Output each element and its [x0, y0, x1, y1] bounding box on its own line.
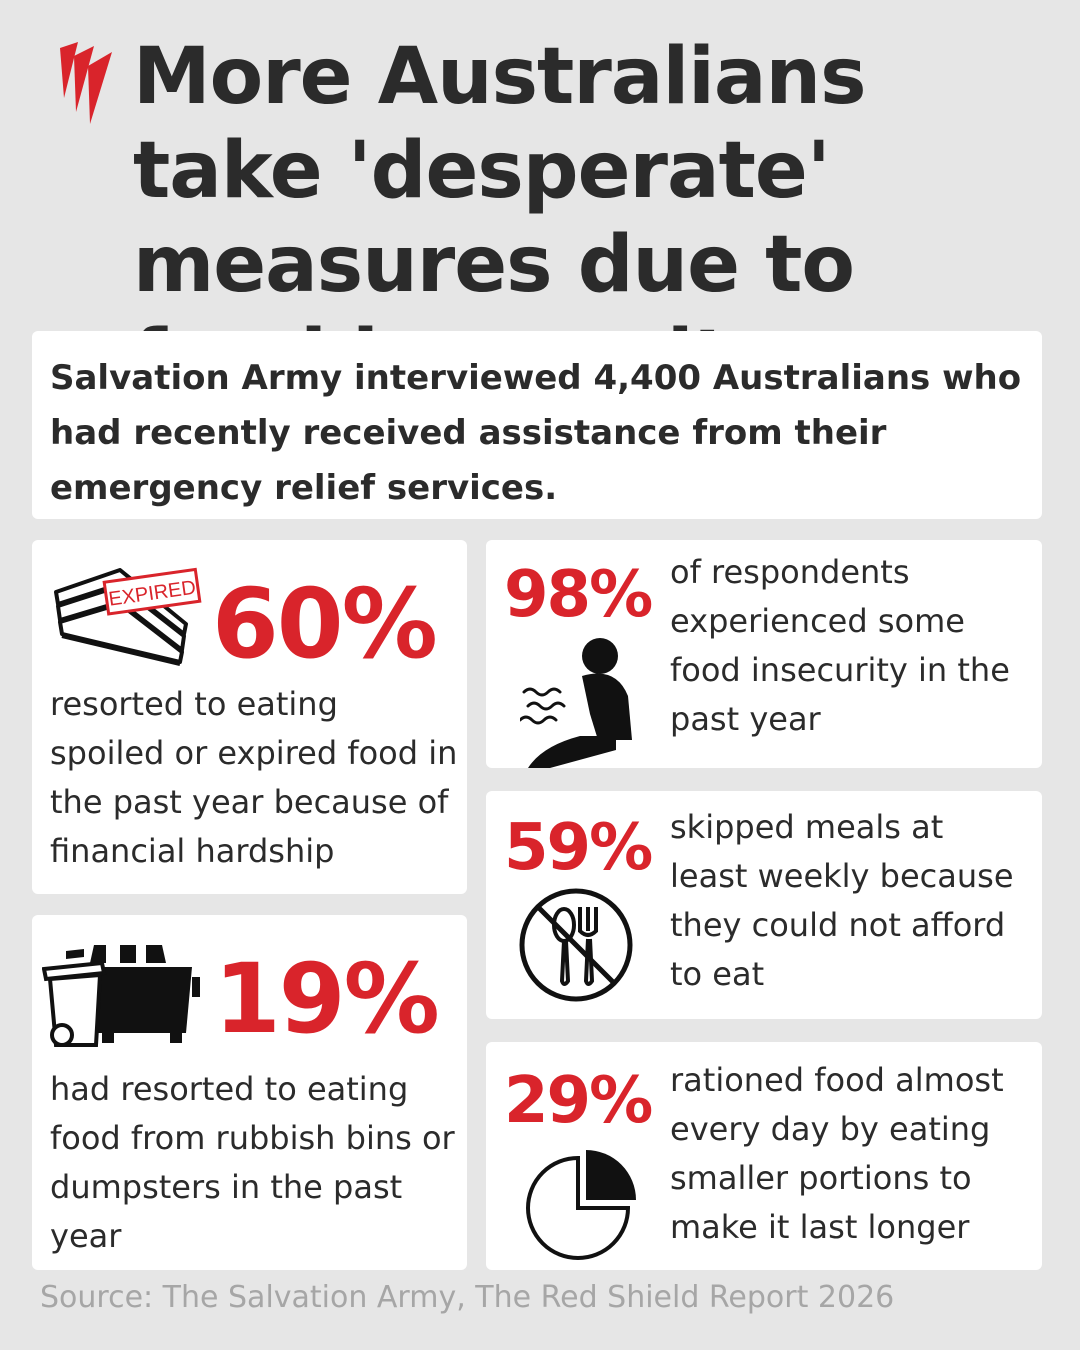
stat-card-rationed: 29% rationed food almost every day by ea…	[486, 1042, 1042, 1270]
no-cutlery-icon	[519, 888, 633, 1002]
stat-card-expired-food: EXPIRED 60% resorted to eating spoiled o…	[32, 540, 467, 894]
stat-card-skipped: 59% skipped meals at least weekly becaus…	[486, 791, 1042, 1019]
stat-desc-insecurity: of respondents experienced some food ins…	[670, 553, 1010, 738]
rubbish-bin-icon	[42, 941, 200, 1047]
hungry-person-icon	[520, 638, 632, 768]
stat-percent-rationed: 29%	[504, 1064, 653, 1138]
pie-portion-icon	[526, 1150, 636, 1260]
stat-percent-expired: 60%	[212, 568, 438, 680]
source-note: Source: The Salvation Army, The Red Shie…	[40, 1280, 895, 1315]
sbs-logo-icon	[60, 42, 112, 124]
stat-desc-bins: had resorted to eating food from rubbish…	[50, 1070, 455, 1255]
stat-percent-insecurity: 98%	[504, 558, 653, 632]
intro-text: Salvation Army interviewed 4,400 Austral…	[50, 358, 1022, 508]
stat-desc-skipped: skipped meals at least weekly because th…	[670, 808, 1014, 993]
stat-desc-expired: resorted to eating spoiled or expired fo…	[50, 685, 458, 870]
intro-card: Salvation Army interviewed 4,400 Austral…	[32, 331, 1042, 519]
stat-card-bins: 19% had resorted to eating food from rub…	[32, 915, 467, 1270]
stat-percent-bins: 19%	[214, 943, 440, 1055]
expired-sandwich-icon: EXPIRED	[54, 567, 202, 666]
stat-percent-skipped: 59%	[504, 811, 653, 885]
stat-card-insecurity: 98% of respondents experienced some food…	[486, 540, 1042, 768]
stat-desc-rationed: rationed food almost every day by eating…	[670, 1061, 1004, 1246]
